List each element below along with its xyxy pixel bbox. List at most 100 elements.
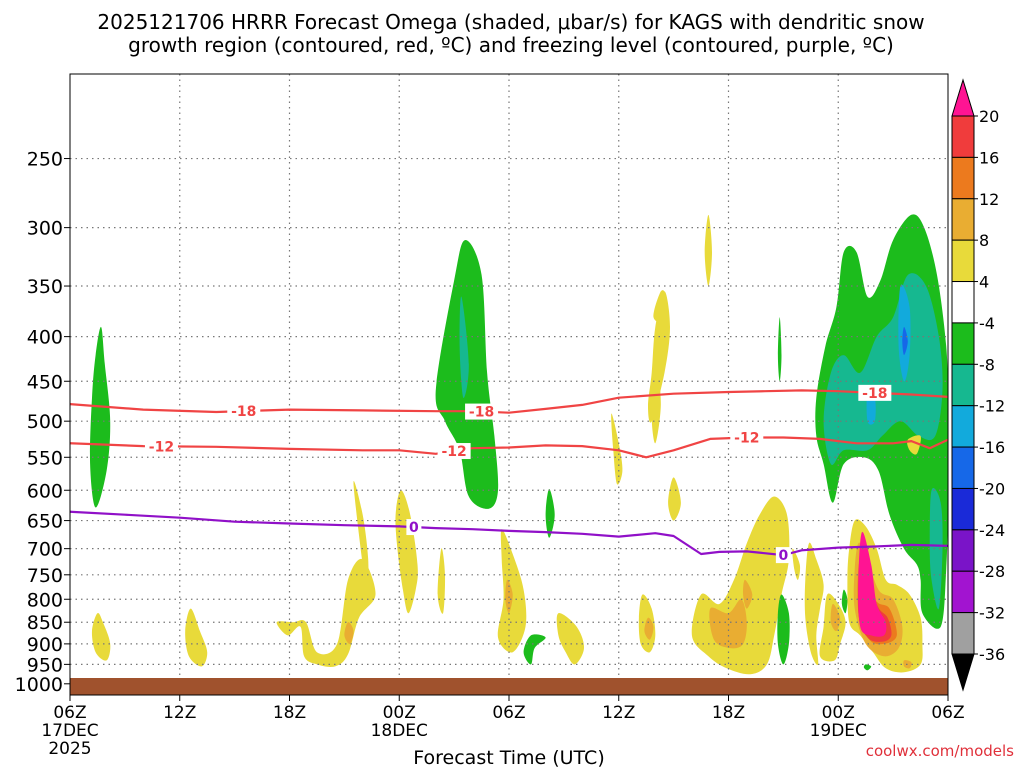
site-credit: coolwx.com/models <box>866 742 1014 760</box>
omega-region-36 <box>902 327 908 356</box>
omega-region-22 <box>644 617 654 640</box>
omega-region-16 <box>648 291 670 423</box>
contour-label-bg-1-1 <box>437 443 471 460</box>
colorbar-label-12: -32 <box>979 604 1005 623</box>
omega-region-4 <box>185 608 208 667</box>
colorbar-label-11: -28 <box>979 562 1005 581</box>
y-tick-label-450: 450 <box>27 371 63 393</box>
x-tick-label-2: 18Z <box>273 703 306 723</box>
colorbar-label-2: 12 <box>979 190 999 209</box>
contour-label-bg-1-2 <box>730 429 764 446</box>
contour-label-bg-0-0 <box>227 403 261 420</box>
x-year-label-0: 2025 <box>48 739 91 759</box>
contour-label-bg-2-1 <box>775 547 791 564</box>
contour-label-bg-1-0 <box>144 438 178 455</box>
contour-label-bg-0-1 <box>465 403 499 420</box>
y-tick-label-850: 850 <box>27 612 63 634</box>
contour-label-2-1: 0 <box>779 548 789 564</box>
omega-shading <box>89 214 948 675</box>
omega-region-24 <box>709 599 747 649</box>
colorbar-swatch-5 <box>951 322 975 365</box>
colorbar-label-13: -36 <box>979 645 1005 664</box>
omega-region-14 <box>556 613 585 665</box>
ground-surface <box>70 678 948 695</box>
colorbar-label-4: 4 <box>979 273 989 292</box>
x-date-label-3: 18DEC <box>371 721 428 741</box>
omega-region-9 <box>437 548 446 614</box>
colorbar-top-arrow <box>951 78 975 117</box>
colorbar-label-1: 16 <box>979 148 999 167</box>
y-tick-label-900: 900 <box>27 634 63 656</box>
contour-label-bg-0-2 <box>858 384 892 401</box>
x-tick-label-5: 12Z <box>602 703 635 723</box>
x-date-label-0: 17DEC <box>41 721 98 741</box>
omega-region-13 <box>523 634 546 665</box>
omega-region-25 <box>743 579 753 609</box>
contour-label-0-1: -18 <box>469 405 494 421</box>
y-tick-label-600: 600 <box>27 480 63 502</box>
colorbar-label-6: -8 <box>979 355 995 374</box>
x-tick-label-4: 06Z <box>492 703 525 723</box>
omega-region-30 <box>819 593 846 662</box>
contour-label-1-2: -12 <box>734 430 759 446</box>
x-tick-label-1: 12Z <box>163 703 196 723</box>
y-tick-label-800: 800 <box>27 589 63 611</box>
x-date-label-7: 19DEC <box>810 721 867 741</box>
omega-region-42 <box>858 531 887 637</box>
omega-region-23 <box>691 496 790 675</box>
colorbar-swatch-2 <box>951 198 975 241</box>
omega-region-17 <box>653 290 668 324</box>
colorbar-label-3: 8 <box>979 231 989 250</box>
y-axis: 2503003504004505005506006507007508008509… <box>15 149 70 696</box>
colorbar-swatch-7 <box>951 405 975 448</box>
contour-label-bg-2-0 <box>406 519 422 536</box>
omega-region-3 <box>91 612 111 661</box>
colorbar-bottom-arrow <box>951 653 975 692</box>
colorbar-label-5: -4 <box>979 314 995 333</box>
y-tick-label-400: 400 <box>27 327 63 349</box>
y-tick-label-750: 750 <box>27 565 63 587</box>
contour-label-1-0: -12 <box>149 439 174 455</box>
omega-region-27 <box>777 317 782 382</box>
omega-region-0 <box>89 326 111 508</box>
colorbar-label-8: -16 <box>979 438 1005 457</box>
y-tick-label-500: 500 <box>27 411 63 433</box>
x-tick-label-3: 00Z <box>383 703 416 723</box>
colorbar-swatch-6 <box>951 363 975 407</box>
y-tick-label-700: 700 <box>27 539 63 561</box>
omega-region-29 <box>804 542 824 666</box>
contour-line-0 <box>70 389 948 414</box>
omega-region-34 <box>929 487 943 610</box>
y-tick-label-950: 950 <box>27 654 63 676</box>
contour-lines: -18 -18 -18 -12 -12 -12 0 0 <box>70 384 948 564</box>
contour-label-0-0: -18 <box>231 404 256 420</box>
x-tick-label-0: 06Z <box>53 703 86 723</box>
contour-label-0-2: -18 <box>862 386 887 402</box>
colorbar-swatch-1 <box>951 156 975 200</box>
omega-region-26 <box>777 594 790 665</box>
y-tick-label-350: 350 <box>27 276 63 298</box>
colorbar-swatch-10 <box>951 529 975 572</box>
colorbar: 20 16 12 8 4 -4 -8 -12 -16 -20 -24 -28 -32 -36 <box>951 78 1005 692</box>
colorbar-label-9: -20 <box>979 479 1005 498</box>
y-tick-label-250: 250 <box>27 149 63 171</box>
y-tick-label-550: 550 <box>27 447 63 469</box>
chart-title-line1: 2025121706 HRRR Forecast Omega (shaded, … <box>97 10 924 34</box>
contour-line-1 <box>70 436 948 459</box>
colorbar-label-0: 20 <box>979 107 999 126</box>
omega-region-28 <box>792 548 801 580</box>
x-axis-label: Forecast Time (UTC) <box>413 747 604 768</box>
omega-region-18 <box>651 372 661 444</box>
colorbar-swatch-9 <box>951 487 975 531</box>
omega-region-6 <box>353 480 369 593</box>
omega-region-20 <box>704 214 712 286</box>
omega-region-19 <box>668 477 681 521</box>
omega-region-2 <box>459 296 469 399</box>
y-tick-label-650: 650 <box>27 511 63 533</box>
omega-region-45 <box>863 664 872 671</box>
x-tick-label-7: 00Z <box>822 703 855 723</box>
colorbar-swatch-12 <box>951 612 975 655</box>
omega-region-44 <box>841 589 848 614</box>
y-tick-label-300: 300 <box>27 218 63 240</box>
